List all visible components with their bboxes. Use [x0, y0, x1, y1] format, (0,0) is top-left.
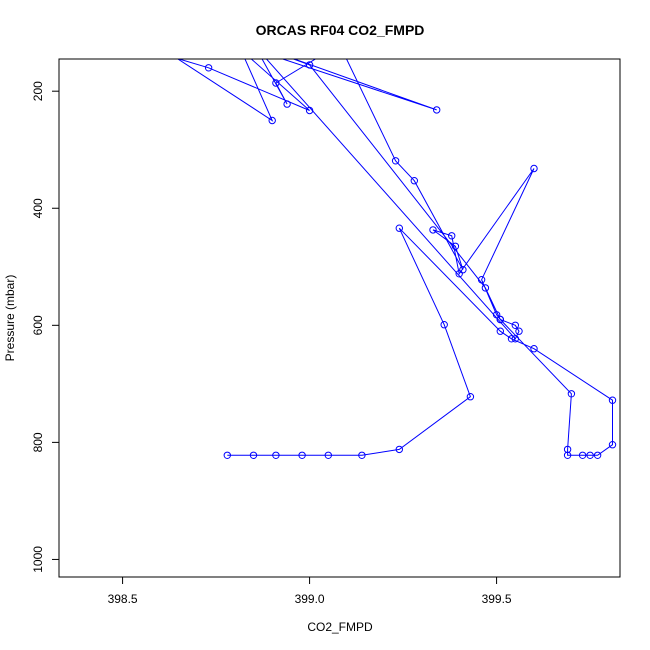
data-point — [410, 177, 418, 185]
data-point — [232, 41, 238, 47]
chart-title: ORCAS RF04 CO2_FMPD — [256, 22, 425, 38]
data-point — [283, 100, 291, 108]
y-tick-label: 600 — [31, 315, 45, 335]
data-point — [250, 41, 256, 47]
data-point — [459, 266, 467, 274]
data-point — [578, 451, 587, 459]
data-point — [511, 335, 519, 343]
data-point — [179, 50, 185, 56]
data-point — [466, 393, 475, 401]
data-point — [157, 44, 163, 50]
data-point — [395, 445, 403, 454]
data-point — [563, 451, 572, 459]
data-point — [440, 321, 448, 329]
data-point — [204, 64, 213, 72]
x-tick-label: 399.0 — [295, 592, 325, 606]
data-point — [563, 445, 572, 454]
data-point — [272, 451, 280, 459]
data-point — [127, 35, 133, 41]
plot-frame — [58, 58, 621, 578]
data-point — [268, 116, 276, 125]
data-point — [496, 327, 504, 335]
data-point — [567, 390, 576, 398]
data-point — [272, 79, 280, 87]
series-line — [177, 59, 613, 456]
data-point — [515, 327, 523, 335]
data-point — [305, 61, 314, 69]
data-point — [608, 396, 617, 404]
data-point — [530, 345, 538, 353]
data-point — [358, 451, 366, 459]
data-point — [530, 164, 538, 173]
data-point — [492, 311, 501, 319]
x-axis-label: CO2_FMPD — [307, 620, 373, 634]
data-point — [593, 451, 602, 459]
data-point — [448, 232, 456, 240]
y-tick-label: 400 — [31, 198, 45, 218]
data-point — [455, 270, 463, 278]
data-point — [202, 24, 208, 30]
data-point — [496, 315, 504, 324]
x-tick-label: 398.5 — [108, 592, 138, 606]
data-point — [305, 106, 314, 115]
data-point — [477, 276, 486, 284]
data-point — [511, 321, 519, 329]
data-point — [235, 41, 241, 47]
data-point — [298, 451, 306, 459]
data-point — [586, 451, 594, 459]
data-point — [127, 41, 133, 47]
y-tick-label: 800 — [31, 432, 45, 452]
plot-area — [127, 24, 617, 459]
data-point — [391, 157, 400, 165]
data-point — [249, 451, 258, 459]
data-point — [433, 106, 441, 114]
data-point — [336, 41, 342, 47]
data-point — [608, 441, 617, 449]
data-point — [481, 284, 490, 292]
data-point — [395, 224, 403, 232]
x-axis: 398.5 399.0 399.5 — [108, 576, 512, 606]
data-point — [223, 451, 232, 459]
data-point — [507, 335, 516, 343]
x-tick-label: 399.5 — [482, 592, 512, 606]
y-axis: 200 400 600 800 1000 — [31, 81, 60, 573]
y-axis-label: Pressure (mbar) — [3, 275, 17, 362]
y-tick-label: 200 — [31, 81, 45, 101]
y-tick-label: 1000 — [31, 546, 45, 573]
data-point — [429, 226, 437, 234]
data-point — [254, 47, 260, 53]
data-point — [324, 451, 332, 459]
data-point — [451, 242, 460, 251]
